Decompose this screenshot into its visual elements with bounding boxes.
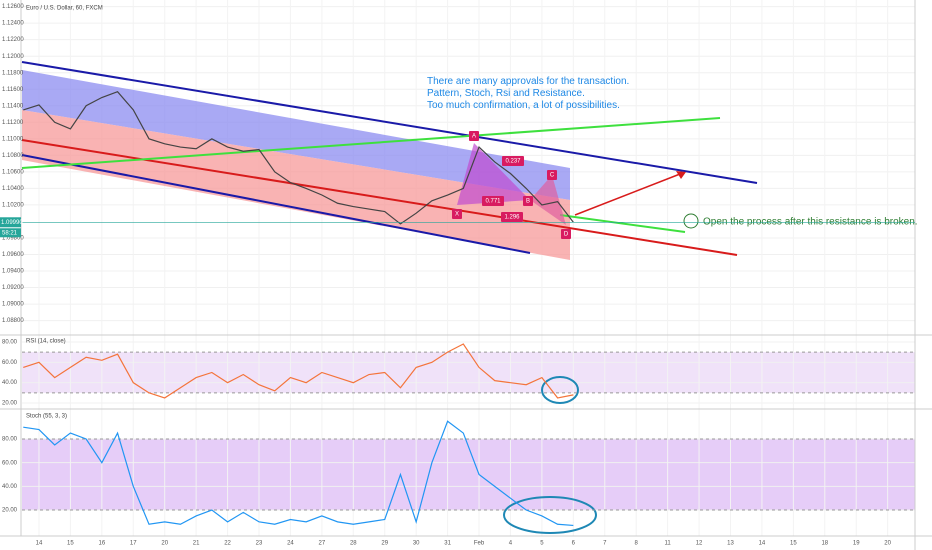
callout-icon [683, 213, 699, 229]
annotation: Pattern, Stoch, Rsi and Resistance. [427, 88, 585, 99]
pattern-label: X [455, 212, 459, 218]
panel-title: Stoch (55, 3, 3) [26, 414, 67, 420]
pattern-point [547, 170, 557, 180]
y-tick-label: 1.11400 [2, 103, 24, 109]
x-tick-label: 15 [790, 541, 797, 547]
band [22, 352, 915, 393]
ratio-box [502, 156, 524, 166]
x-tick-label: 23 [256, 541, 263, 547]
y-tick-label: 1.11600 [2, 87, 24, 93]
y-tick-label: 1.10200 [2, 203, 24, 209]
x-tick-label: 22 [224, 541, 231, 547]
y-tick-label: 1.09600 [2, 252, 24, 258]
pattern-label: C [550, 173, 555, 179]
x-tick-label: 17 [130, 541, 137, 547]
x-tick-label: 4 [509, 541, 513, 547]
y-tick-label: 1.08800 [2, 318, 24, 324]
y-tick-label: 20.00 [2, 508, 18, 514]
series-line [23, 420, 574, 527]
trend-line [21, 61, 758, 184]
countdown-tag [0, 228, 21, 238]
trend-line [559, 214, 686, 233]
ratio-label: 0.237 [505, 159, 521, 165]
y-tick-label: 1.12400 [2, 21, 24, 27]
y-tick-label: 1.12000 [2, 54, 24, 60]
trend-line [21, 154, 531, 254]
x-tick-label: 11 [665, 541, 672, 547]
x-tick-label: 6 [572, 541, 576, 547]
x-tick-label: 14 [759, 541, 766, 547]
pattern-point [469, 131, 479, 141]
ratio-label: 1.296 [504, 215, 520, 221]
x-tick-label: 19 [853, 541, 860, 547]
x-tick-label: Feb [474, 541, 485, 547]
x-tick-label: 7 [603, 541, 607, 547]
price-tag [0, 217, 21, 228]
series-line [23, 91, 574, 225]
y-tick-label: 80.00 [2, 437, 18, 443]
channel-upper [22, 70, 570, 200]
x-tick-label: 13 [727, 541, 734, 547]
arrow-head [676, 171, 686, 179]
chart-title: Euro / U.S. Dollar, 60, FXCM [26, 6, 103, 12]
ratio-label: 0.771 [485, 199, 501, 205]
annotation: There are many approvals for the transac… [427, 76, 629, 87]
y-tick-label: 1.12600 [2, 4, 24, 10]
highlight [503, 496, 597, 534]
pattern-label: B [526, 199, 530, 205]
y-tick-label: 1.10800 [2, 153, 24, 159]
x-tick-label: 20 [884, 541, 891, 547]
pattern-bcd [530, 175, 566, 225]
y-tick-label: 1.10400 [2, 186, 24, 192]
y-tick-label: 80.00 [2, 340, 18, 346]
y-tick-label: 20.00 [2, 401, 18, 407]
x-tick-label: 20 [161, 541, 168, 547]
x-tick-label: 28 [350, 541, 357, 547]
y-tick-label: 1.09400 [2, 269, 24, 275]
y-tick-label: 1.11800 [2, 70, 24, 76]
pattern-point [523, 196, 533, 206]
ratio-box [501, 212, 523, 222]
x-tick-label: 31 [444, 541, 451, 547]
x-tick-label: 5 [540, 541, 544, 547]
y-tick-label: 1.12200 [2, 37, 24, 43]
price-tag-label: 1.09990 [1, 220, 23, 226]
ratio-box [482, 196, 504, 206]
countdown-label: 58:21 [2, 230, 18, 236]
pattern-point [452, 209, 462, 219]
x-tick-label: 18 [821, 541, 828, 547]
x-tick-label: 24 [287, 541, 294, 547]
y-tick-label: 1.11200 [2, 120, 24, 126]
x-tick-label: 30 [413, 541, 420, 547]
y-tick-label: 60.00 [2, 460, 18, 466]
annotation: Too much confirmation, a lot of possibil… [427, 100, 620, 111]
series-line [23, 343, 574, 399]
x-tick-label: 15 [67, 541, 74, 547]
trend-line [21, 117, 721, 169]
y-tick-label: 1.09200 [2, 285, 24, 291]
x-tick-label: 14 [36, 541, 43, 547]
band [22, 439, 915, 511]
panel-title: RSI (14, close) [26, 339, 66, 345]
x-tick-label: 12 [696, 541, 703, 547]
y-tick-label: 1.11000 [2, 136, 24, 142]
pattern-label: A [472, 134, 476, 140]
x-tick-label: 29 [381, 541, 388, 547]
pattern-label: D [564, 232, 569, 238]
y-tick-label: 40.00 [2, 484, 18, 490]
y-tick-label: 1.09800 [2, 236, 24, 242]
y-tick-label: 1.09000 [2, 302, 24, 308]
y-tick-label: 60.00 [2, 360, 18, 366]
x-tick-label: 27 [319, 541, 326, 547]
x-tick-label: 16 [98, 541, 105, 547]
arrow [574, 173, 681, 216]
x-tick-label: 21 [193, 541, 200, 547]
x-tick-label: 8 [635, 541, 639, 547]
y-tick-label: 1.10600 [2, 169, 24, 175]
y-tick-label: 40.00 [2, 380, 18, 386]
highlight [541, 376, 579, 404]
pattern-point [561, 229, 571, 239]
